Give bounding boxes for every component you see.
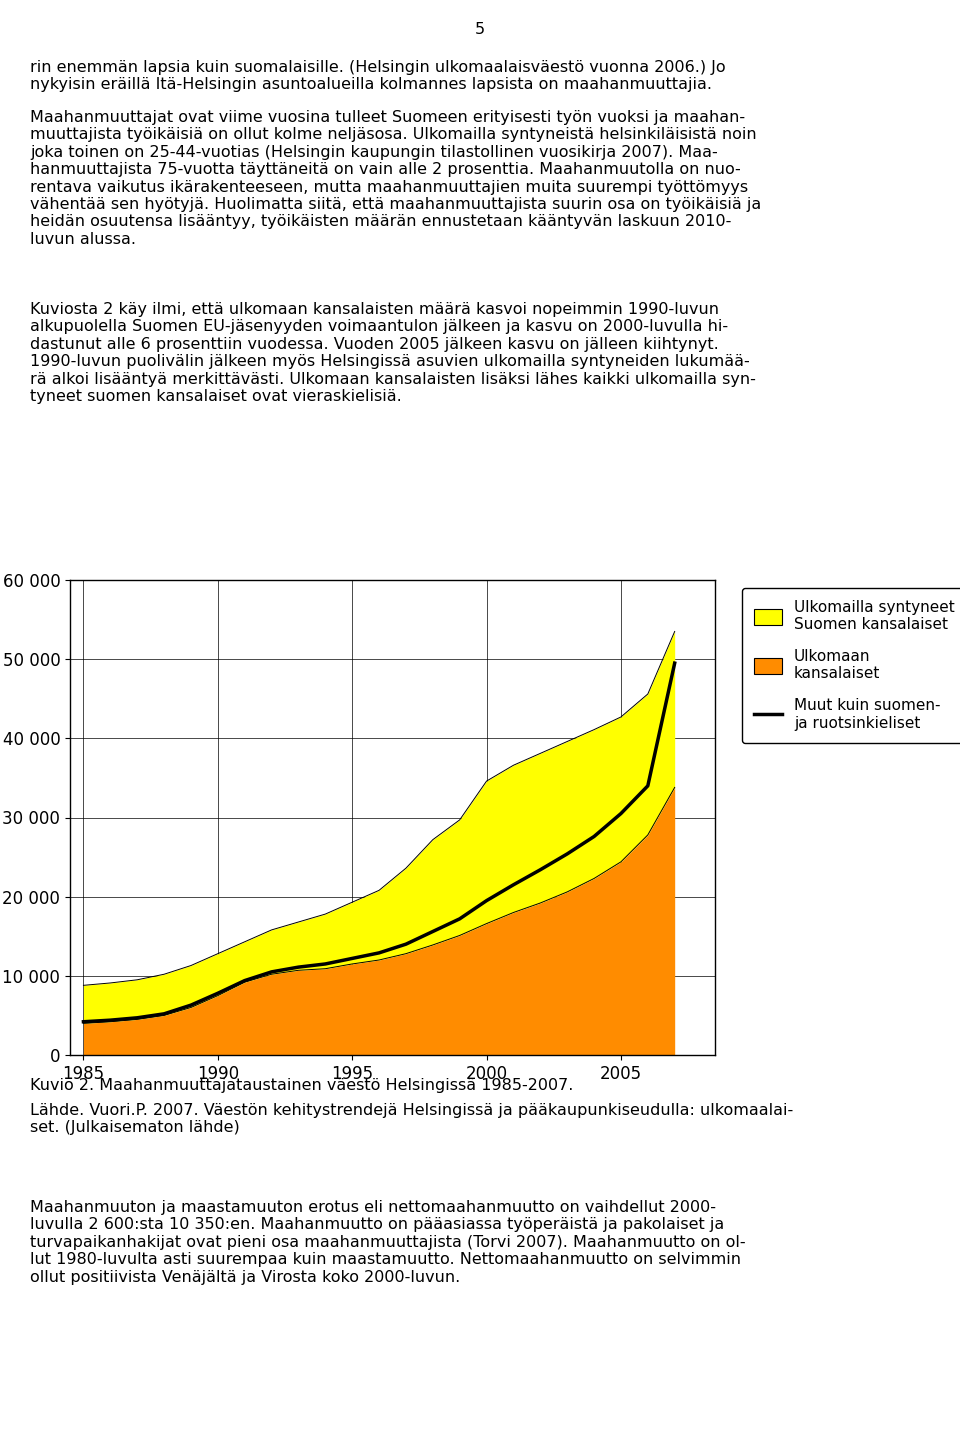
Legend: Ulkomailla syntyneet
Suomen kansalaiset, Ulkomaan
kansalaiset, Muut kuin suomen-: Ulkomailla syntyneet Suomen kansalaiset,… bbox=[742, 588, 960, 742]
Text: rin enemmän lapsia kuin suomalaisille. (Helsingin ulkomaalaisväestö vuonna 2006.: rin enemmän lapsia kuin suomalaisille. (… bbox=[30, 61, 726, 92]
Text: 5: 5 bbox=[475, 22, 485, 38]
Text: Lähde. Vuori.P. 2007. Väestön kehitystrendejä Helsingissä ja pääkaupunkiseudulla: Lähde. Vuori.P. 2007. Väestön kehitystre… bbox=[30, 1103, 793, 1135]
Text: Kuvio 2. Maahanmuuttajataustainen väestö Helsingissä 1985-2007.: Kuvio 2. Maahanmuuttajataustainen väestö… bbox=[30, 1079, 573, 1093]
Text: Kuviosta 2 käy ilmi, että ulkomaan kansalaisten määrä kasvoi nopeimmin 1990-luvu: Kuviosta 2 käy ilmi, että ulkomaan kansa… bbox=[30, 302, 756, 404]
Text: Maahanmuuttajat ovat viime vuosina tulleet Suomeen erityisesti työn vuoksi ja ma: Maahanmuuttajat ovat viime vuosina tulle… bbox=[30, 110, 761, 247]
Text: Maahanmuuton ja maastamuuton erotus eli nettomaahanmuutto on vaihdellut 2000-
lu: Maahanmuuton ja maastamuuton erotus eli … bbox=[30, 1200, 746, 1285]
